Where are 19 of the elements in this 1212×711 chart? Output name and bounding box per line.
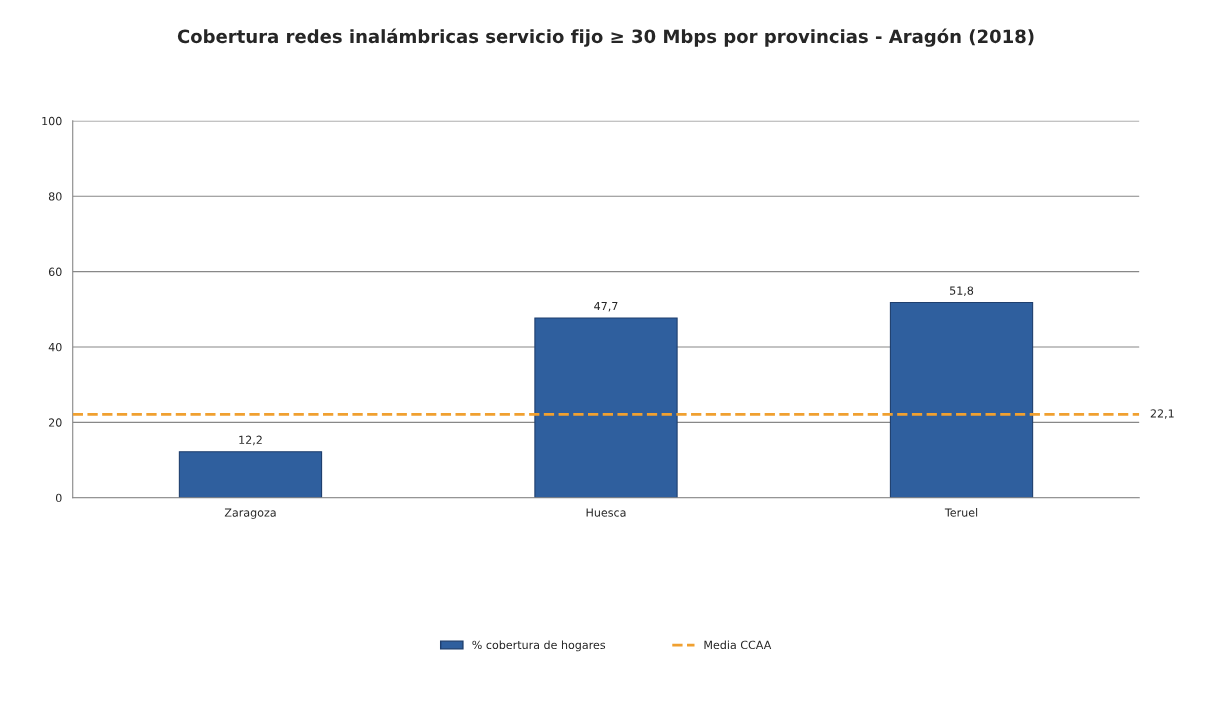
chart-title: Cobertura redes inalámbricas servicio fijo ≥ 30 Mbps por provincias - Aragón (2018): [177, 28, 1034, 47]
y-tick-label: 0: [55, 493, 62, 503]
legend-label: Media CCAA: [704, 640, 772, 650]
y-tick-label: 80: [48, 192, 62, 201]
y-tick-label: 100: [42, 116, 62, 126]
x-tick-label: Huesca: [586, 508, 626, 517]
x-tick-label: Zaragoza: [224, 508, 276, 519]
text: 22,1: [1150, 409, 1174, 419]
y-tick-label: 60: [48, 267, 62, 276]
bar: [889, 301, 1034, 498]
x-tick-label: Teruel: [944, 508, 978, 517]
data-label: 47,7: [594, 301, 618, 312]
y-tick-label: 40: [48, 342, 62, 352]
data-label: 51,8: [950, 286, 974, 296]
y-tick-label: 20: [48, 418, 62, 427]
data-label: 12,2: [239, 435, 262, 446]
legend-label: % cobertura de hogares: [472, 640, 606, 652]
bar: [534, 317, 678, 498]
bar: [178, 451, 323, 498]
